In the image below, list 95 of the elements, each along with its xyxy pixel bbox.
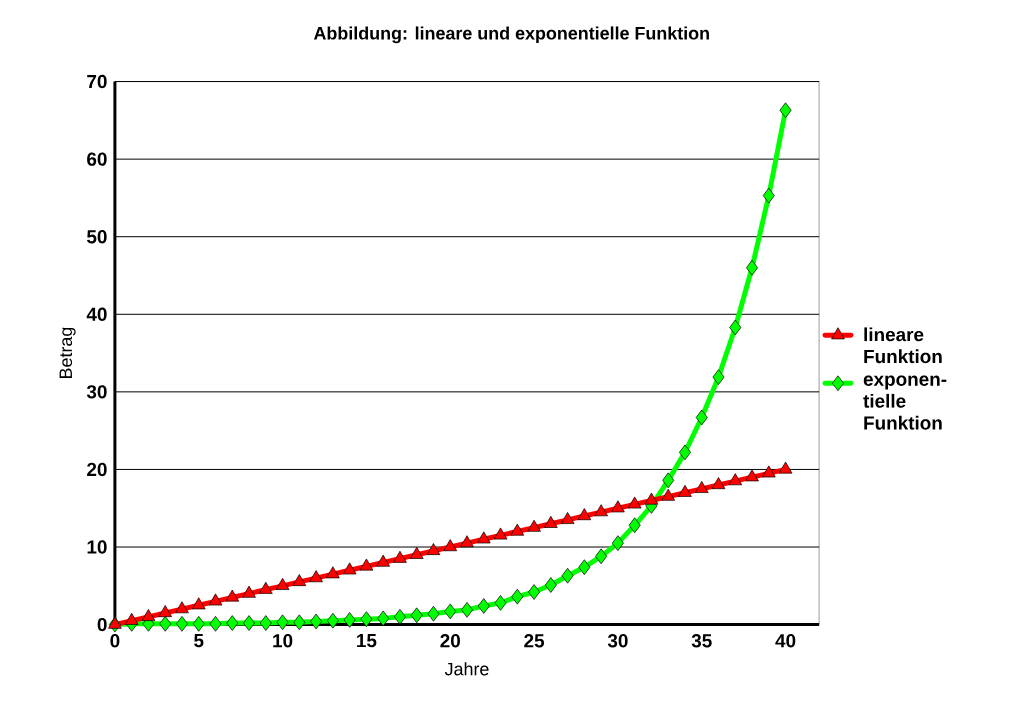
point	[276, 614, 289, 631]
legend-label: exponen-tielle Funktion	[863, 375, 947, 430]
point	[326, 566, 340, 579]
x-tick-label: 0	[110, 634, 120, 648]
point	[595, 548, 608, 565]
point	[243, 615, 255, 631]
point	[561, 567, 574, 584]
point	[544, 515, 558, 528]
point	[376, 554, 390, 567]
point	[577, 508, 592, 521]
point	[359, 558, 374, 571]
point	[694, 481, 709, 493]
chart-title: Abbildung: lineare und exponentielle Funktion	[313, 26, 709, 44]
y-tick-label: 0	[97, 617, 107, 632]
x-tick-label: 35	[691, 634, 712, 648]
point	[461, 602, 473, 618]
x-tick-label: 10	[273, 634, 293, 648]
point	[176, 615, 188, 632]
point	[259, 615, 272, 631]
point	[209, 615, 222, 632]
y-tick-label: 60	[87, 152, 107, 166]
point	[511, 588, 524, 605]
point	[426, 543, 441, 555]
point	[476, 531, 491, 544]
point	[427, 605, 440, 622]
point	[560, 512, 575, 524]
point	[728, 473, 743, 486]
point	[678, 484, 692, 497]
point	[158, 605, 173, 618]
point	[394, 609, 406, 625]
point	[611, 500, 625, 513]
point	[259, 581, 273, 594]
x-tick-label: 25	[524, 634, 545, 648]
point	[175, 601, 189, 614]
point	[544, 577, 557, 593]
y-tick-label: 20	[87, 462, 107, 477]
point	[360, 611, 373, 627]
point	[493, 527, 508, 540]
x-tick-label: 5	[194, 634, 204, 648]
y-tick-label: 70	[87, 74, 107, 89]
point	[225, 589, 240, 602]
point	[410, 607, 423, 624]
point	[159, 615, 172, 632]
x-tick-label: 15	[357, 634, 377, 648]
point	[124, 612, 139, 625]
point	[108, 616, 122, 629]
point	[644, 492, 659, 505]
point	[460, 535, 474, 548]
x-tick-label: 20	[440, 634, 460, 648]
point	[662, 472, 675, 489]
point	[242, 585, 256, 598]
point	[594, 504, 608, 517]
x-tick-label: 30	[607, 634, 628, 648]
x-axis-title: Jahre	[444, 662, 489, 676]
point	[494, 595, 507, 611]
point	[679, 444, 691, 461]
point	[477, 598, 490, 614]
point	[510, 523, 525, 536]
point	[293, 614, 306, 631]
point	[292, 574, 307, 586]
point	[528, 584, 541, 600]
point	[393, 550, 407, 563]
point	[712, 369, 725, 385]
y-tick-label: 10	[87, 540, 107, 554]
point	[377, 610, 390, 627]
point	[192, 615, 205, 632]
point	[342, 562, 357, 575]
y-tick-label: 30	[86, 385, 107, 399]
point	[343, 612, 356, 628]
point	[326, 612, 339, 629]
y-tick-label: 40	[86, 307, 107, 321]
point	[191, 597, 206, 610]
point	[695, 409, 708, 426]
y-tick-label: 50	[86, 229, 107, 244]
point	[527, 519, 541, 532]
point	[309, 570, 323, 583]
point	[409, 546, 424, 559]
point	[141, 609, 156, 621]
point	[745, 469, 759, 482]
point	[208, 593, 223, 606]
point	[444, 603, 457, 620]
point	[778, 461, 793, 474]
point	[578, 559, 591, 575]
point	[226, 615, 239, 631]
y-axis-title: Betrag	[59, 327, 76, 378]
point	[628, 517, 641, 534]
x-tick-label: 40	[775, 634, 796, 648]
point	[275, 577, 290, 590]
point	[627, 496, 642, 509]
point	[711, 477, 726, 490]
point	[443, 539, 458, 552]
point	[761, 465, 776, 478]
point	[310, 613, 323, 630]
point	[611, 535, 624, 551]
point	[661, 488, 676, 501]
